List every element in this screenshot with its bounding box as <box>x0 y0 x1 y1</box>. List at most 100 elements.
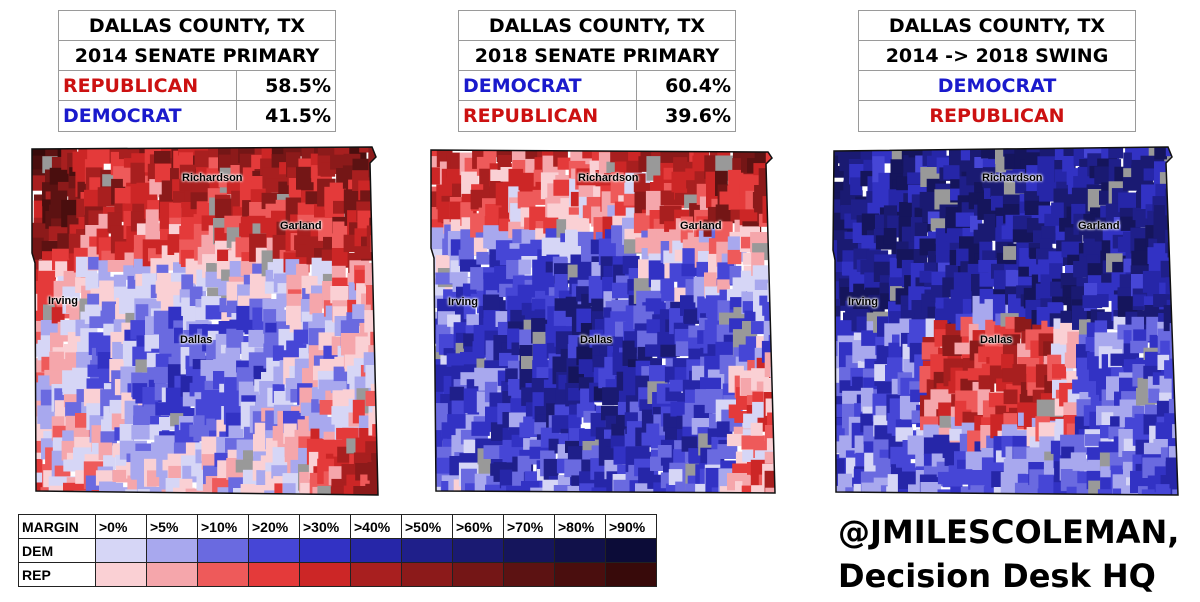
precinct <box>156 264 169 281</box>
precinct <box>768 206 775 226</box>
precinct <box>763 379 775 402</box>
precinct <box>521 387 534 406</box>
precinct <box>142 387 159 407</box>
precinct <box>240 484 255 495</box>
precinct <box>370 181 378 199</box>
legend-swatch-dem <box>503 538 555 563</box>
legend-swatch-dem <box>146 538 198 563</box>
precinct <box>119 424 134 446</box>
precinct <box>32 393 43 406</box>
precinct <box>264 490 285 495</box>
precinct <box>353 486 369 495</box>
legend-bin-label: >5% <box>146 514 198 539</box>
precinct <box>764 352 775 378</box>
precinct <box>1094 166 1111 185</box>
legend-bin-label: >30% <box>299 514 351 539</box>
precinct-layer <box>833 147 1178 495</box>
precinct <box>970 485 991 495</box>
precinct <box>1170 202 1178 218</box>
precinct <box>1164 413 1178 437</box>
precinct <box>282 483 296 495</box>
precinct <box>1168 446 1178 469</box>
swing-row-democrat: DEMOCRAT <box>859 71 1135 101</box>
precinct <box>681 263 699 277</box>
county-border <box>31 146 379 496</box>
precinct <box>309 293 323 315</box>
precinct <box>907 172 931 185</box>
precinct <box>1014 317 1035 333</box>
legend-swatch-dem <box>605 538 657 563</box>
precinct <box>739 209 763 226</box>
race-subtitle: 2014 SENATE PRIMARY <box>74 44 320 67</box>
precinct <box>1154 147 1167 160</box>
precinct <box>717 444 738 459</box>
precinct <box>1170 163 1178 191</box>
precinct <box>1048 251 1063 266</box>
party-percent: 60.4% <box>665 74 731 97</box>
precinct <box>833 155 839 171</box>
precinct <box>707 449 721 467</box>
party-label: DEMOCRAT <box>63 104 182 127</box>
precinct <box>532 343 548 364</box>
precinct <box>149 179 162 198</box>
city-label-irving: Irving <box>848 296 878 308</box>
precinct <box>372 424 378 437</box>
precinct <box>768 160 775 185</box>
precinct-layer <box>431 150 775 493</box>
result-row-democrat: DEMOCRAT 41.5% <box>59 101 335 130</box>
precinct <box>553 485 576 493</box>
precinct <box>838 473 853 490</box>
precinct <box>1084 147 1104 158</box>
precinct <box>1076 483 1090 495</box>
precinct <box>966 168 986 186</box>
precinct <box>1153 439 1175 451</box>
precinct-map-2014: Richardson Garland Irving Dallas <box>30 143 380 498</box>
county-title: DALLAS COUNTY, TX <box>488 14 706 37</box>
precinct <box>751 485 769 493</box>
precinct <box>1061 241 1082 258</box>
precinct <box>1172 253 1178 277</box>
precinct <box>646 423 660 439</box>
precinct <box>886 486 908 495</box>
precinct <box>729 318 746 333</box>
precinct <box>764 451 775 464</box>
precinct <box>770 264 775 287</box>
legend-bin-label: >70% <box>503 514 555 539</box>
precinct <box>770 215 775 240</box>
legend-bin-label: >80% <box>554 514 606 539</box>
precinct <box>567 485 585 493</box>
precinct <box>1172 489 1178 495</box>
precinct <box>248 329 267 348</box>
precinct <box>1141 489 1164 495</box>
precinct <box>610 150 629 163</box>
precinct <box>908 484 931 495</box>
precinct <box>1049 263 1063 282</box>
precinct <box>593 386 606 401</box>
precinct <box>716 421 730 438</box>
precinct <box>437 201 453 223</box>
precinct <box>923 437 936 456</box>
legend-dem-row: DEM <box>18 538 657 563</box>
precinct <box>729 265 742 285</box>
precinct <box>451 435 464 460</box>
precinct <box>766 438 775 451</box>
precinct <box>1037 488 1058 495</box>
precinct <box>768 248 775 277</box>
precinct <box>670 401 688 417</box>
precinct <box>1130 340 1148 354</box>
precinct <box>742 450 764 462</box>
precinct <box>541 237 565 256</box>
legend-swatch-rep <box>503 562 555 587</box>
precinct <box>845 487 858 495</box>
precinct <box>367 462 378 481</box>
results-box-2018: DALLAS COUNTY, TX 2018 SENATE PRIMARY DE… <box>458 10 736 132</box>
precinct <box>752 265 773 281</box>
precinct <box>633 173 646 192</box>
precinct <box>144 335 161 352</box>
precinct <box>768 182 775 200</box>
legend-bin-label: >60% <box>452 514 504 539</box>
precinct <box>181 274 194 303</box>
precinct <box>668 469 683 485</box>
precinct <box>1133 329 1151 343</box>
box-title: DALLAS COUNTY, TX <box>459 11 735 41</box>
